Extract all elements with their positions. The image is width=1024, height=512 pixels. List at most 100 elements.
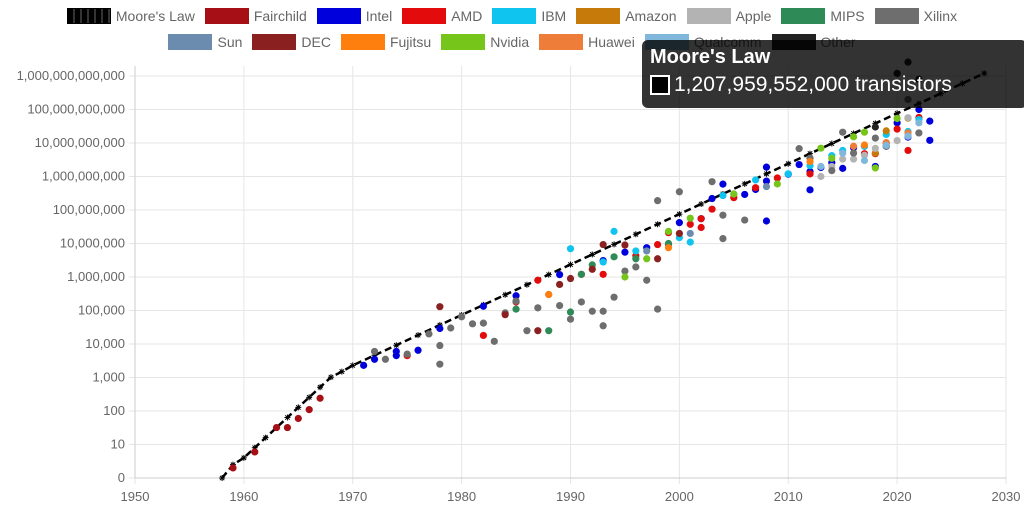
- moores-law-marker[interactable]: [284, 414, 291, 421]
- data-point-sun[interactable]: [686, 229, 694, 238]
- data-point-amazon[interactable]: [882, 127, 890, 135]
- data-point-amd[interactable]: [773, 174, 781, 182]
- data-point-xilinx[interactable]: [849, 149, 858, 157]
- data-point-apple[interactable]: [871, 144, 879, 152]
- data-point-qualcomm[interactable]: [882, 141, 890, 149]
- data-point-nvidia[interactable]: [730, 190, 738, 198]
- data-point-amd[interactable]: [708, 205, 716, 213]
- moores-law-marker[interactable]: [262, 434, 269, 441]
- data-point-xilinx[interactable]: [381, 355, 390, 363]
- data-point-xilinx[interactable]: [468, 320, 477, 328]
- data-point-xilinx[interactable]: [915, 129, 923, 137]
- data-point-fairchild[interactable]: [251, 448, 259, 456]
- data-point-intel[interactable]: [741, 190, 749, 199]
- data-point-other[interactable]: [871, 123, 879, 131]
- moores-law-marker[interactable]: [698, 201, 705, 208]
- data-point-amd[interactable]: [534, 276, 542, 284]
- data-point-xilinx[interactable]: [675, 188, 683, 196]
- data-point-fairchild[interactable]: [316, 394, 324, 402]
- data-point-mips[interactable]: [610, 253, 618, 261]
- data-point-xilinx[interactable]: [370, 347, 379, 356]
- data-point-xilinx[interactable]: [654, 305, 662, 313]
- data-point-xilinx[interactable]: [479, 319, 487, 327]
- data-point-xilinx[interactable]: [403, 350, 411, 358]
- data-point-nvidia[interactable]: [686, 214, 694, 222]
- data-point-xilinx[interactable]: [708, 178, 716, 186]
- data-point-apple[interactable]: [849, 155, 858, 163]
- data-point-huawei[interactable]: [849, 142, 858, 150]
- moores-law-marker[interactable]: [545, 271, 552, 278]
- data-point-apple[interactable]: [817, 172, 825, 181]
- data-point-xilinx[interactable]: [447, 324, 455, 332]
- data-point-intel[interactable]: [839, 164, 847, 172]
- legend-item-sun[interactable]: Sun: [168, 32, 242, 52]
- data-point-intel[interactable]: [621, 248, 629, 256]
- data-point-xilinx[interactable]: [610, 293, 618, 301]
- data-point-fairchild[interactable]: [272, 423, 281, 432]
- data-point-xilinx[interactable]: [425, 330, 433, 338]
- data-point-xilinx[interactable]: [828, 167, 836, 175]
- data-point-amd[interactable]: [599, 270, 607, 278]
- data-point-xilinx[interactable]: [741, 216, 749, 224]
- data-point-xilinx[interactable]: [795, 145, 803, 153]
- data-point-qualcomm[interactable]: [915, 119, 923, 127]
- data-point-nvidia[interactable]: [893, 114, 901, 123]
- data-point-nvidia[interactable]: [664, 227, 673, 235]
- data-point-apple[interactable]: [893, 136, 901, 145]
- moores-law-marker[interactable]: [415, 332, 422, 339]
- data-point-amd[interactable]: [904, 146, 912, 155]
- data-point-nvidia[interactable]: [817, 144, 825, 152]
- data-point-nvidia[interactable]: [773, 180, 781, 188]
- data-point-dec[interactable]: [501, 311, 509, 319]
- data-point-sun[interactable]: [643, 247, 651, 255]
- data-point-ibm[interactable]: [566, 245, 575, 253]
- legend-item-ibm[interactable]: IBM: [492, 6, 566, 26]
- legend-item-fairchild[interactable]: Fairchild: [204, 6, 307, 26]
- data-point-qualcomm[interactable]: [839, 149, 847, 157]
- data-point-mips[interactable]: [566, 308, 575, 316]
- legend-item-intel[interactable]: Intel: [316, 6, 392, 26]
- moores-law-marker[interactable]: [306, 394, 313, 401]
- legend-item-amd[interactable]: AMD: [402, 6, 482, 26]
- data-point-mips[interactable]: [577, 270, 585, 278]
- data-point-xilinx[interactable]: [436, 360, 444, 368]
- moores-law-marker[interactable]: [371, 352, 378, 359]
- data-point-ibm[interactable]: [719, 191, 727, 200]
- data-point-xilinx[interactable]: [490, 337, 498, 345]
- moores-law-marker[interactable]: [872, 120, 879, 127]
- data-point-nvidia[interactable]: [621, 273, 629, 281]
- moores-law-marker[interactable]: [894, 110, 901, 117]
- data-point-xilinx[interactable]: [588, 307, 596, 315]
- data-point-amd[interactable]: [479, 331, 487, 340]
- legend-item-huawei[interactable]: Huawei: [539, 32, 635, 52]
- data-point-dec[interactable]: [436, 303, 444, 311]
- moores-law-marker[interactable]: [654, 221, 661, 228]
- moores-law-marker[interactable]: [763, 170, 770, 177]
- data-point-ibm[interactable]: [751, 176, 760, 184]
- data-point-intel[interactable]: [512, 292, 520, 300]
- data-point-intel[interactable]: [926, 136, 934, 144]
- data-point-amd[interactable]: [893, 125, 901, 133]
- data-point-qualcomm[interactable]: [860, 156, 869, 165]
- data-point-apple[interactable]: [904, 114, 912, 122]
- data-point-sun[interactable]: [762, 182, 771, 191]
- data-point-mips[interactable]: [545, 327, 553, 335]
- legend-item-apple[interactable]: Apple: [686, 6, 771, 26]
- moores-law-marker[interactable]: [632, 231, 639, 238]
- data-point-dec[interactable]: [654, 255, 662, 263]
- data-point-intel[interactable]: [479, 302, 487, 310]
- data-point-mips[interactable]: [512, 305, 520, 313]
- moores-law-marker[interactable]: [828, 140, 835, 147]
- data-point-intel[interactable]: [708, 194, 716, 203]
- moores-law-marker[interactable]: [251, 444, 258, 451]
- legend-item-mips[interactable]: MIPS: [781, 6, 865, 26]
- data-point-dec[interactable]: [675, 229, 683, 238]
- data-point-intel[interactable]: [926, 117, 934, 125]
- legend-item-amazon[interactable]: Amazon: [576, 6, 677, 26]
- moores-law-marker[interactable]: [741, 180, 748, 187]
- data-point-amd[interactable]: [654, 240, 662, 249]
- data-point-mips[interactable]: [632, 255, 640, 263]
- legend-item-nvidia[interactable]: Nvidia: [441, 32, 529, 52]
- data-point-intel[interactable]: [762, 163, 771, 171]
- data-point-dec[interactable]: [534, 327, 542, 335]
